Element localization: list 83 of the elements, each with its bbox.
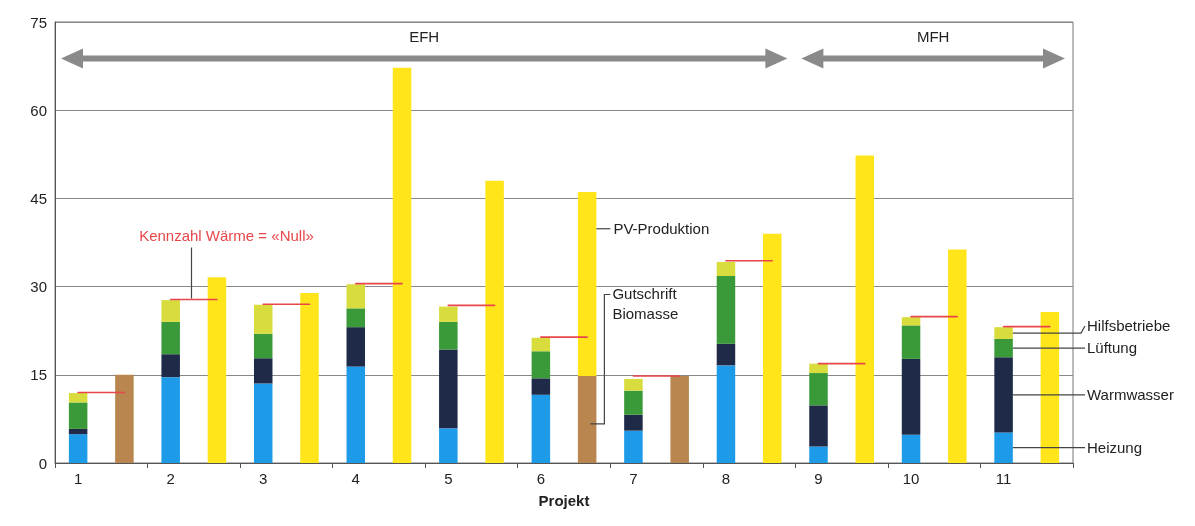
bar — [948, 249, 967, 463]
bar — [346, 308, 366, 328]
y-tick-label: 45 — [30, 189, 47, 207]
annotation: MFH — [916, 27, 950, 48]
bar — [901, 358, 921, 435]
bar — [901, 325, 921, 359]
bar — [253, 358, 273, 384]
bar — [68, 402, 88, 429]
bar — [855, 155, 875, 463]
x-tick-label: 5 — [444, 470, 453, 487]
text: Kennzahl Wärme = «Null» — [139, 225, 314, 246]
bar — [994, 357, 1013, 433]
bar — [346, 284, 366, 309]
bar — [439, 321, 458, 350]
x-tick-label: 10 — [902, 470, 920, 487]
bar — [716, 261, 736, 277]
bar — [994, 327, 1013, 339]
x-tick-label: 4 — [351, 470, 360, 487]
bar — [68, 428, 88, 435]
x-tick-label: 3 — [259, 470, 268, 487]
bar — [624, 390, 643, 415]
text: Warmwasser — [1087, 384, 1174, 405]
bar — [994, 338, 1013, 358]
bar — [439, 306, 458, 322]
bar — [392, 67, 412, 463]
y-tick-label: 15 — [30, 366, 47, 384]
y-tick-label: 75 — [30, 13, 47, 31]
bar — [207, 277, 227, 463]
bar — [670, 375, 689, 463]
bar — [901, 434, 921, 463]
bar — [809, 373, 828, 406]
bar — [115, 374, 134, 463]
text: Gutschrift Biomasse — [612, 284, 680, 325]
bar — [1040, 311, 1060, 463]
bar — [253, 383, 273, 463]
bar — [577, 375, 597, 463]
bar — [439, 349, 458, 429]
bar — [439, 428, 458, 463]
bar — [901, 317, 921, 326]
bar — [577, 191, 597, 376]
bar — [161, 354, 180, 378]
x-tick-label: 1 — [73, 470, 83, 487]
x-tick-label: 2 — [166, 470, 175, 487]
bar — [485, 180, 504, 463]
bar — [161, 321, 180, 355]
series-label: PV-Produktion — [613, 218, 710, 239]
text: Heizung — [1087, 437, 1143, 458]
y-tick-label: 60 — [30, 101, 47, 119]
bar — [253, 333, 273, 359]
bar — [346, 366, 366, 463]
text: Hilfsbetriebe — [1087, 316, 1171, 337]
bar — [531, 378, 551, 395]
bar — [300, 293, 319, 463]
y-tick-label: 30 — [30, 278, 47, 296]
bar — [716, 365, 736, 463]
bar — [994, 432, 1013, 463]
x-tick-label: 8 — [721, 470, 731, 487]
x-tick-label: 11 — [995, 470, 1012, 487]
x-tick-label: 6 — [536, 470, 546, 487]
bar — [716, 343, 736, 366]
bar — [531, 351, 551, 379]
bar — [68, 434, 88, 463]
bar — [624, 414, 643, 431]
bar — [531, 337, 551, 352]
bar — [809, 363, 828, 374]
bar — [531, 394, 551, 463]
bar — [161, 377, 180, 463]
bar — [624, 430, 643, 463]
bar — [253, 304, 273, 334]
bar — [161, 300, 180, 322]
bar — [624, 378, 643, 391]
x-tick-label: 7 — [629, 470, 638, 487]
annotation: EFH — [409, 27, 440, 48]
bar — [346, 327, 366, 367]
x-tick-label: 9 — [814, 470, 823, 487]
bar — [68, 393, 88, 403]
bar — [716, 276, 736, 344]
text: Lüftung — [1087, 338, 1138, 359]
bar — [809, 446, 828, 463]
x-axis-title: Projekt — [538, 492, 590, 509]
bar — [762, 233, 782, 463]
y-tick-label: 0 — [38, 454, 47, 472]
bar — [809, 405, 828, 447]
